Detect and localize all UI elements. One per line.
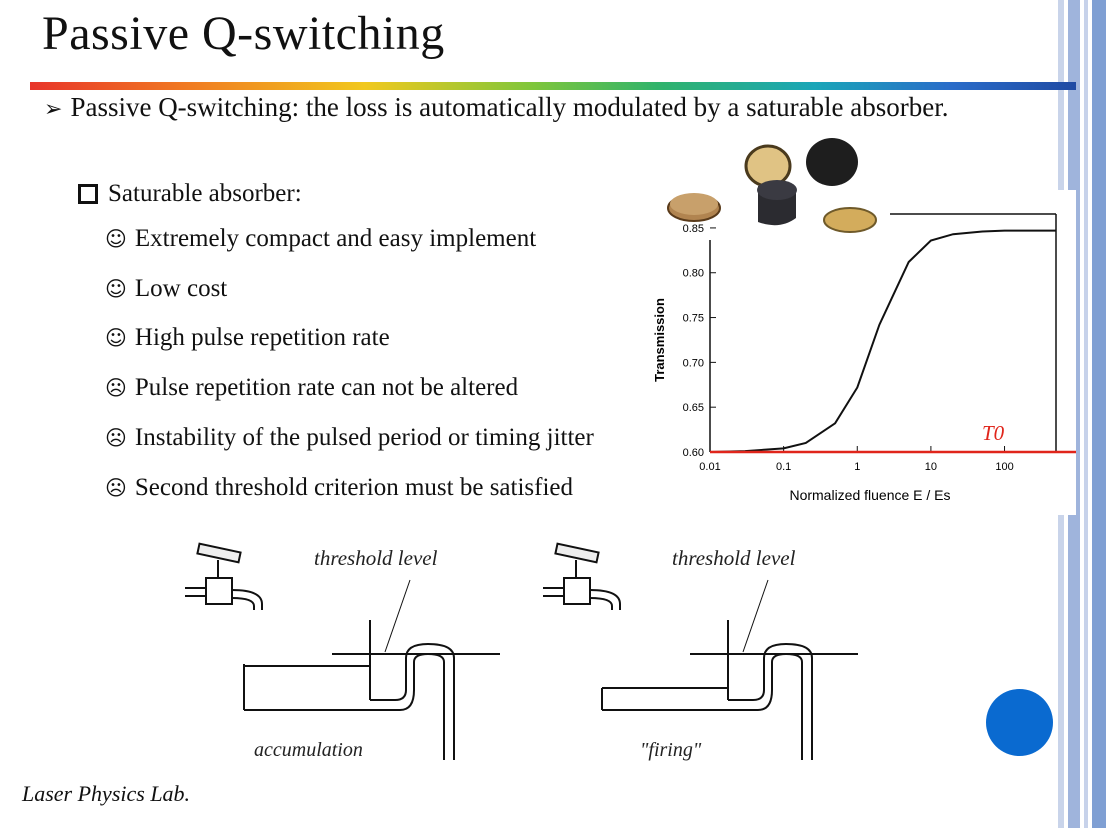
frown-icon: ☹ [105,476,127,500]
x-axis-label: Normalized fluence E / Es [789,487,950,503]
y-tick-label: 0.75 [683,313,704,325]
x-tick-label: 100 [995,461,1013,473]
firing-diagram [543,542,858,760]
list-item-text: High pulse repetition rate [134,324,390,351]
y-tick-label: 0.60 [683,447,704,459]
transmission-chart: 0.60 0.65 0.70 0.75 0.80 0.85 0.01 0.1 1 10 100 Tr… [640,190,1076,515]
smile-icon: ☺ [105,326,127,350]
list-item: ☺ Low cost [105,275,227,303]
y-tick-label: 0.85 [683,223,704,235]
threshold-label-left: threshold level [314,546,438,570]
y-tick-label: 0.65 [683,402,704,414]
threshold-label-right: threshold level [672,546,796,570]
title-rule [30,82,1076,90]
frown-icon: ☹ [105,376,127,400]
list-item-text: Pulse repetition rate can not be altered [134,374,519,401]
frown-icon: ☹ [105,426,127,450]
y-tick-label: 0.80 [683,268,704,280]
caption-firing: "firing" [640,739,702,761]
x-tick-label: 1 [854,461,860,473]
list-item: ☹ Second threshold criterion must be sati… [105,474,573,502]
t0-annotation: T0 [982,421,1005,445]
list-item: ☺ High pulse repetition rate [105,324,390,352]
accumulation-diagram [185,542,500,760]
list-item-text: Low cost [134,275,228,302]
list-item: ☹ Pulse repetition rate can not be altere… [105,374,518,402]
saturable-absorber-photo [667,138,877,233]
smile-icon: ☺ [105,277,127,301]
transmission-chart-svg: 0.60 0.65 0.70 0.75 0.80 0.85 0.01 0.1 1 10 100 Tr… [652,213,1076,503]
arrow-bullet-icon: ➢ [44,96,63,121]
slide-title: Passive Q-switching [42,7,445,60]
q-switch-analogy-diagram: threshold level accumulation threshold l… [185,542,858,761]
list-item-text: Instability of the pulsed period or timi… [134,424,594,451]
caption-accumulation: accumulation [254,739,363,761]
transmission-curve [709,229,1056,453]
list-item-text: Extremely compact and easy implement [134,225,537,252]
list-item: ☹ Instability of the pulsed period or tim… [105,424,594,452]
y-tick-label: 0.70 [683,357,704,369]
navigation-dot[interactable] [986,689,1053,756]
x-tick-label: 0.01 [699,461,720,473]
sub-heading: Saturable absorber: [78,180,302,208]
smile-icon: ☺ [105,227,127,251]
x-tick-label: 10 [925,461,937,473]
sub-heading-text: Saturable absorber: [108,180,302,207]
main-bullet-text: Passive Q-switching: the loss is automat… [70,92,949,122]
list-item-text: Second threshold criterion must be satis… [134,474,574,501]
footer-text: Laser Physics Lab. [22,781,191,806]
square-bullet-icon [78,184,98,204]
list-item: ☺ Extremely compact and easy implement [105,225,536,253]
x-tick-label: 0.1 [776,461,791,473]
main-bullet: ➢ Passive Q-switching: the loss is automa… [44,92,949,123]
y-axis-label: Transmission [652,298,667,382]
